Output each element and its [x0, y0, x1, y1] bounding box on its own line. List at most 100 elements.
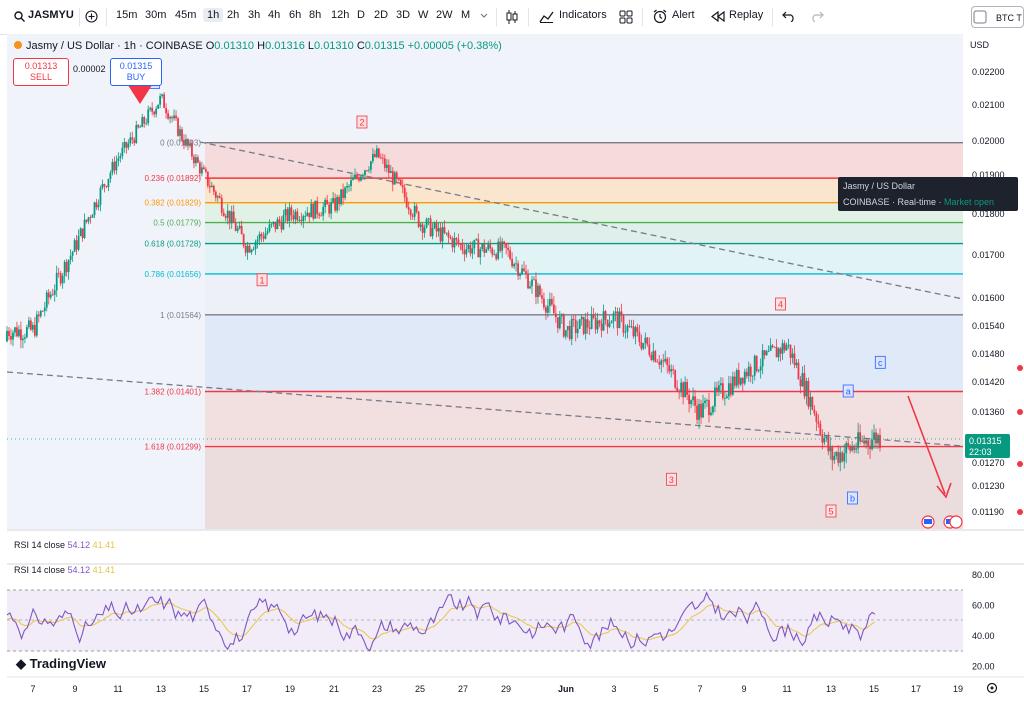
economic-events-icons[interactable]	[921, 515, 963, 529]
currency-selector[interactable]: USD	[970, 40, 990, 50]
alarm-clock-icon[interactable]	[653, 9, 667, 24]
candle-body	[332, 198, 335, 203]
interval-3d[interactable]: 3D	[396, 9, 411, 21]
indicators-icon[interactable]	[539, 10, 554, 23]
wave-label-box[interactable]	[775, 297, 786, 311]
replay-button[interactable]: Replay	[729, 9, 764, 21]
interval-m[interactable]: M	[461, 9, 471, 21]
candle-body	[477, 239, 480, 258]
rsi-lines	[6, 591, 876, 652]
interval-12h[interactable]: 12h	[331, 9, 350, 21]
candle-body	[797, 362, 800, 380]
interval-w[interactable]: W	[418, 9, 429, 21]
sell-button[interactable]: 0.01313 SELL	[13, 58, 69, 86]
candle-body	[409, 209, 412, 216]
price-chart[interactable]: 0 (0.01993) 0.236 (0.01892) 0.382 (0.01829…	[0, 34, 1024, 702]
candle-body	[612, 313, 615, 322]
candle-body	[725, 396, 728, 399]
price-axis[interactable]	[963, 34, 1024, 702]
candle-body	[638, 331, 641, 343]
interval-4h[interactable]: 4h	[268, 9, 281, 21]
candle-body	[75, 240, 78, 250]
candle-body	[45, 292, 48, 308]
candle-body	[29, 320, 32, 330]
fib-zones	[205, 142, 963, 529]
interval-8h[interactable]: 8h	[309, 9, 322, 21]
wave-label-box[interactable]	[842, 384, 854, 398]
candle-body	[475, 239, 478, 241]
interval-2w[interactable]: 2W	[436, 9, 453, 21]
symbol-legend[interactable]: Jasmy / US Dollar · 1h · COINBASE O0.013…	[14, 40, 502, 52]
wave-label-box[interactable]	[874, 355, 886, 369]
compare-add-icon[interactable]	[85, 10, 98, 23]
chart-area[interactable]: 0 (0.01993) 0.236 (0.01892) 0.382 (0.01829…	[0, 34, 1024, 702]
candle-body	[566, 326, 569, 331]
candle-body	[648, 344, 651, 355]
candle-body	[417, 211, 420, 227]
wave-label-box[interactable]	[256, 273, 268, 287]
projection-arrow[interactable]	[907, 395, 952, 499]
candle-body	[55, 272, 58, 291]
candle-body	[527, 274, 529, 289]
wave-label-box[interactable]	[847, 491, 858, 505]
legend-close: C0.01315	[356, 40, 405, 52]
candle-body	[596, 320, 599, 330]
interval-d[interactable]: D	[357, 9, 365, 21]
interval-3h[interactable]: 3h	[248, 9, 261, 21]
candle-body	[743, 371, 746, 384]
interval-6h[interactable]: 6h	[289, 9, 302, 21]
candle-body	[137, 125, 140, 128]
interval-15m[interactable]: 15m	[116, 9, 138, 21]
candle-body	[821, 434, 824, 443]
candles-icon[interactable]	[505, 9, 519, 25]
settings-gear-icon[interactable]	[986, 682, 998, 694]
interval-2h[interactable]: 2h	[227, 9, 240, 21]
candle-body	[501, 241, 504, 251]
candle-body	[65, 261, 68, 273]
candle-body	[819, 423, 822, 435]
time-tick-label: 11	[113, 684, 122, 694]
undo-icon[interactable]	[782, 10, 796, 22]
candle-body	[326, 199, 329, 205]
tradingview-logo[interactable]: ◆ TradingView	[16, 656, 106, 672]
candle-body	[493, 254, 496, 256]
wave-label-box[interactable]	[825, 504, 837, 518]
alert-button[interactable]: Alert	[672, 9, 695, 21]
candle-body	[141, 117, 144, 127]
buy-button[interactable]: 0.01315 BUY	[110, 58, 162, 86]
candle-body	[584, 319, 587, 334]
candle-body	[517, 263, 519, 276]
search-icon[interactable]	[14, 11, 25, 22]
tooltip-name: Jasmy / US Dollar	[843, 181, 916, 191]
redo-icon[interactable]	[810, 10, 824, 22]
wave-label-box[interactable]	[356, 115, 368, 129]
interval-30m[interactable]: 30m	[145, 9, 167, 21]
candle-body	[198, 162, 201, 174]
candle-body	[47, 292, 50, 298]
interval-1h[interactable]: 1h	[203, 8, 224, 22]
chevron-down-icon[interactable]	[480, 13, 488, 19]
wave-label-box[interactable]	[666, 472, 677, 486]
interval-45m[interactable]: 45m	[175, 9, 197, 21]
replay-icon[interactable]	[711, 11, 725, 22]
candle-body	[14, 327, 16, 333]
layout-grid-icon[interactable]	[619, 10, 633, 24]
time-tick-label: 27	[458, 684, 468, 694]
candle-body	[372, 153, 374, 162]
indicators-button[interactable]: Indicators	[559, 9, 607, 21]
candle-body	[119, 156, 122, 159]
rsi-legend-1[interactable]: RSI 14 close 54.12 41.41	[14, 540, 116, 550]
candle-body	[254, 241, 257, 249]
candle-body	[753, 355, 756, 376]
candle-body	[379, 157, 382, 159]
candle-body	[857, 432, 860, 449]
candle-body	[330, 202, 333, 214]
symbol-search[interactable]: JASMYU	[28, 9, 74, 21]
fib-level-label: 0.786 (0.01656)	[145, 270, 202, 279]
candle-body	[228, 210, 231, 224]
checkbox-icon[interactable]	[973, 10, 987, 24]
interval-2d[interactable]: 2D	[374, 9, 389, 21]
candle-body	[405, 197, 408, 208]
candle-body	[650, 354, 653, 360]
rsi-legend-2[interactable]: RSI 14 close 54.12 41.41	[14, 565, 116, 575]
